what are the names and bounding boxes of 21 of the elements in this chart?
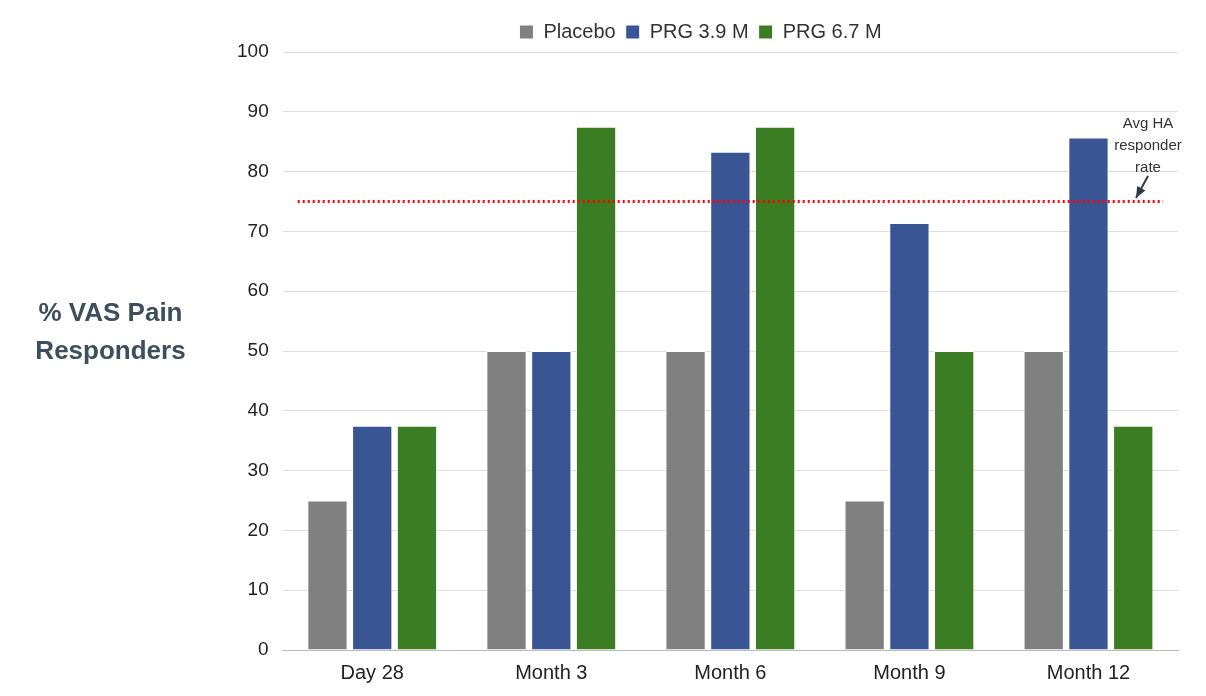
y-tick-label: 10 bbox=[247, 578, 269, 600]
y-tick-label: 90 bbox=[247, 100, 269, 122]
y-tick-label: 60 bbox=[247, 279, 269, 301]
x-tick-label: Month 3 bbox=[515, 660, 588, 683]
y-tick-label: 40 bbox=[247, 399, 269, 421]
legend-label: PRG 6.7 M bbox=[782, 19, 882, 42]
y-tick-label: 20 bbox=[247, 518, 269, 540]
y-tick-label: 30 bbox=[247, 458, 269, 480]
x-tick-label: Month 12 bbox=[1046, 660, 1131, 683]
legend-label: Placebo bbox=[543, 19, 616, 42]
y-tick-label: 0 bbox=[258, 638, 269, 660]
x-tick-label: Month 6 bbox=[694, 660, 767, 683]
ref-line-label: Avg HA responder rate bbox=[1114, 113, 1182, 175]
y-tick-label: 70 bbox=[247, 219, 269, 241]
legend-label: PRG 3.9 M bbox=[649, 19, 749, 42]
x-tick-label: Month 9 bbox=[873, 660, 946, 683]
y-tick-label: 80 bbox=[247, 159, 269, 181]
y-tick-label: 50 bbox=[247, 339, 269, 361]
y-axis-title: % VAS Pain Responders bbox=[34, 296, 187, 367]
x-tick-label: Day 28 bbox=[340, 660, 404, 683]
y-tick-label: 100 bbox=[237, 40, 269, 62]
